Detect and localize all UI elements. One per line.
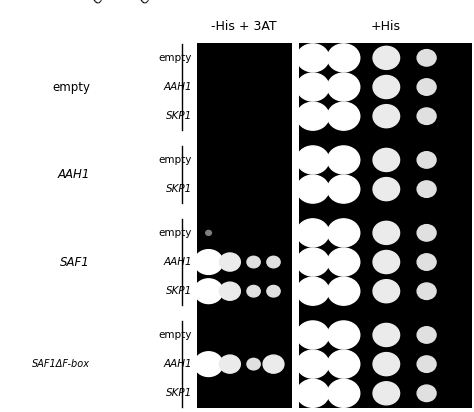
Circle shape: [219, 355, 240, 373]
Circle shape: [373, 46, 400, 69]
Text: empty: empty: [159, 228, 192, 238]
Circle shape: [297, 379, 329, 407]
Circle shape: [417, 181, 436, 197]
Text: SKP1: SKP1: [166, 184, 192, 194]
Text: SKP1: SKP1: [166, 388, 192, 398]
Circle shape: [194, 279, 223, 304]
Circle shape: [328, 146, 360, 174]
Circle shape: [219, 282, 240, 300]
Text: AAH1: AAH1: [164, 82, 192, 92]
Circle shape: [328, 175, 360, 203]
Circle shape: [328, 219, 360, 247]
Circle shape: [328, 73, 360, 101]
Circle shape: [417, 225, 436, 241]
Circle shape: [247, 358, 260, 370]
Circle shape: [417, 327, 436, 343]
Circle shape: [263, 355, 284, 373]
Text: Gal4DB  fusion: Gal4DB fusion: [92, 0, 155, 6]
Circle shape: [328, 277, 360, 305]
Circle shape: [373, 323, 400, 346]
Circle shape: [373, 353, 400, 376]
Bar: [197, 43, 292, 408]
Circle shape: [247, 286, 260, 297]
Circle shape: [297, 146, 329, 174]
Text: AAH1: AAH1: [164, 359, 192, 369]
Circle shape: [373, 105, 400, 128]
Circle shape: [417, 108, 436, 124]
Circle shape: [417, 254, 436, 270]
Circle shape: [373, 221, 400, 244]
Circle shape: [297, 102, 329, 130]
Circle shape: [328, 379, 360, 407]
Circle shape: [297, 219, 329, 247]
Text: empty: empty: [159, 53, 192, 63]
Text: empty: empty: [52, 80, 90, 94]
Circle shape: [297, 44, 329, 72]
Circle shape: [417, 152, 436, 168]
Bar: [299, 43, 472, 408]
Circle shape: [328, 248, 360, 276]
Circle shape: [373, 148, 400, 171]
Circle shape: [417, 385, 436, 402]
Circle shape: [194, 352, 223, 377]
Circle shape: [297, 73, 329, 101]
Circle shape: [247, 256, 260, 268]
Circle shape: [206, 230, 211, 235]
Circle shape: [328, 321, 360, 349]
Text: -His + 3AT: -His + 3AT: [211, 20, 277, 33]
Text: SKP1: SKP1: [166, 111, 192, 121]
Text: SAF1: SAF1: [60, 255, 90, 269]
Circle shape: [297, 321, 329, 349]
Circle shape: [219, 253, 240, 271]
Circle shape: [373, 280, 400, 303]
Circle shape: [297, 277, 329, 305]
Circle shape: [417, 49, 436, 66]
Text: AAH1: AAH1: [58, 168, 90, 181]
Circle shape: [373, 75, 400, 98]
Circle shape: [328, 350, 360, 378]
Text: +His: +His: [370, 20, 400, 33]
Text: Gal4AD fusion: Gal4AD fusion: [140, 0, 200, 6]
Circle shape: [328, 44, 360, 72]
Circle shape: [373, 178, 400, 201]
Circle shape: [328, 102, 360, 130]
Text: empty: empty: [159, 155, 192, 165]
Text: AAH1: AAH1: [164, 257, 192, 267]
Circle shape: [297, 350, 329, 378]
Circle shape: [373, 382, 400, 405]
Circle shape: [267, 256, 280, 268]
Text: SKP1: SKP1: [166, 286, 192, 296]
Circle shape: [417, 283, 436, 300]
Circle shape: [417, 79, 436, 95]
Circle shape: [417, 356, 436, 372]
Circle shape: [297, 175, 329, 203]
Circle shape: [194, 250, 223, 274]
Circle shape: [373, 250, 400, 274]
Circle shape: [297, 248, 329, 276]
Circle shape: [267, 286, 280, 297]
Text: SAF1ΔF-box: SAF1ΔF-box: [32, 359, 90, 369]
Text: empty: empty: [159, 330, 192, 340]
